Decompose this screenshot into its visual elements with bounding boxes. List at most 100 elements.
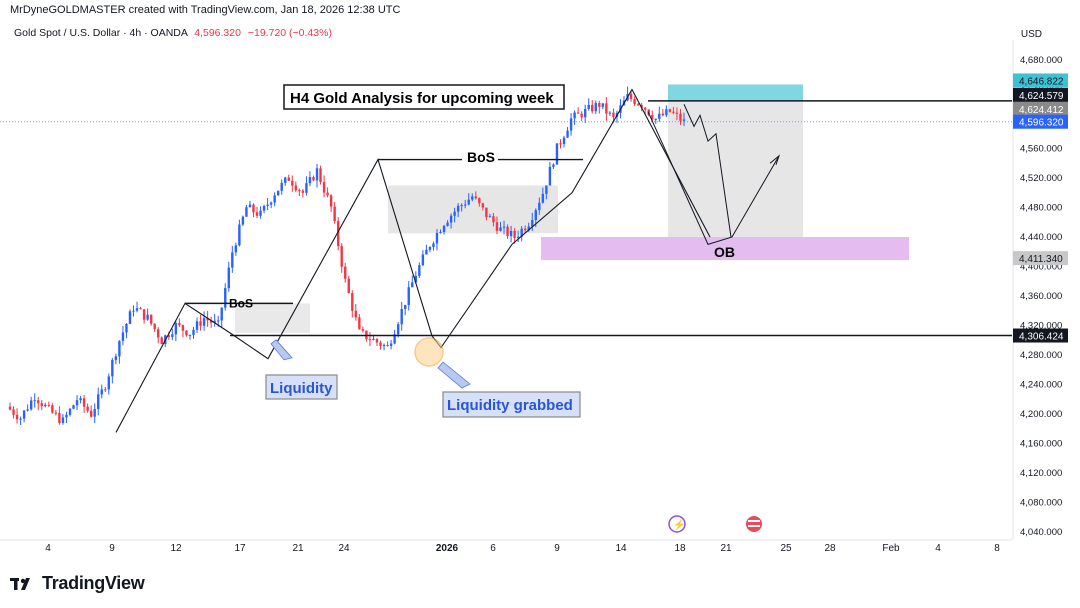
candle-body xyxy=(587,104,590,109)
y-tick-label: 4,440.000 xyxy=(1020,232,1062,243)
candle-body xyxy=(569,118,573,131)
x-tick-label: 25 xyxy=(780,543,792,554)
candle-body xyxy=(61,417,65,423)
candle-body xyxy=(58,413,61,423)
candle-body xyxy=(33,400,36,402)
candle-body xyxy=(344,266,347,279)
candle-body xyxy=(241,216,245,225)
candle-body xyxy=(135,308,139,311)
grey-zones-layer xyxy=(235,84,909,333)
symbol-row[interactable]: Gold Spot / U.S. Dollar · 4h · OANDA 4,5… xyxy=(14,27,332,39)
lightning-glyph: ⚡ xyxy=(673,518,685,531)
annotations-layer: H4 Gold Analysis for upcoming week BoS BoS… xyxy=(229,84,762,533)
y-tick-label: 4,480.000 xyxy=(1020,203,1062,214)
candle-body xyxy=(79,398,82,401)
candle-body xyxy=(375,339,379,343)
symbol-name[interactable]: Gold Spot / U.S. Dollar · 4h · OANDA xyxy=(14,27,188,39)
candle-body xyxy=(29,400,33,410)
candle-body xyxy=(312,177,315,181)
candle-body xyxy=(411,282,414,288)
liquidity-grabbed-label: Liquidity grabbed xyxy=(447,397,573,414)
candle-body xyxy=(368,339,372,341)
candle-body xyxy=(460,205,463,207)
candle-body xyxy=(181,325,185,331)
projection-line xyxy=(647,111,780,245)
candle-body xyxy=(372,339,375,341)
candle-body xyxy=(661,113,665,116)
candle-body xyxy=(171,334,174,337)
candle-body xyxy=(273,195,276,203)
candle-body xyxy=(153,323,156,330)
y-tick-label: 4,400.000 xyxy=(1020,262,1062,273)
candle-body xyxy=(213,320,216,323)
candle-body xyxy=(238,224,241,246)
candle-body xyxy=(44,404,47,407)
candle-body xyxy=(227,267,230,289)
candle-body xyxy=(651,114,654,120)
candle-body xyxy=(502,226,506,228)
candle-body xyxy=(248,204,252,208)
candle-body xyxy=(284,177,287,183)
price-badge-bg xyxy=(1013,101,1068,116)
candle-body xyxy=(185,330,188,336)
candle-body xyxy=(488,216,492,218)
liquidity-box xyxy=(265,374,338,400)
price-badge-label: 4,646.822 xyxy=(1019,76,1064,87)
candle-body xyxy=(485,207,488,218)
candle-body xyxy=(22,410,26,419)
candle-body xyxy=(54,412,58,414)
candle-body xyxy=(301,190,305,193)
candle-body xyxy=(347,278,350,294)
price-badge: 4,596.320 xyxy=(1013,114,1068,129)
tradingview-logo[interactable]: TradingView xyxy=(10,573,145,594)
candle-body xyxy=(72,405,75,409)
candle-body xyxy=(100,389,103,395)
x-tick-label: 2026 xyxy=(436,543,459,554)
candle-body xyxy=(326,192,329,196)
candle-body xyxy=(199,321,202,326)
candle-body xyxy=(220,307,223,321)
candle-body xyxy=(516,236,520,238)
candle-body xyxy=(531,219,534,227)
price-badge-label: 4,306.424 xyxy=(1019,332,1064,343)
x-tick-label: 9 xyxy=(554,543,560,554)
analysis-title-box: H4 Gold Analysis for upcoming week xyxy=(283,84,565,110)
grey-zone xyxy=(388,185,558,234)
candle-body xyxy=(421,254,425,266)
x-tick-label: 12 xyxy=(170,543,182,554)
candle-body xyxy=(125,323,128,333)
tradingview-logo-text: TradingView xyxy=(42,573,145,593)
candle-body xyxy=(552,164,555,167)
candle-body xyxy=(654,118,657,120)
y-tick-label: 4,040.000 xyxy=(1020,527,1062,538)
y-tick-label: 4,320.000 xyxy=(1020,321,1062,332)
candle-body xyxy=(594,103,597,112)
candle-body xyxy=(555,143,559,165)
candle-body xyxy=(591,104,594,112)
candle-body xyxy=(209,320,213,323)
candle-body xyxy=(75,400,79,406)
candle-body xyxy=(541,193,545,203)
candle-body xyxy=(298,190,301,192)
x-axis: 4 9 12 17 21 24 2026 6 9 14 18 21 25 28 Feb 4 8 xyxy=(0,539,1012,554)
candle-body xyxy=(329,195,333,207)
flag-stripe xyxy=(748,520,760,522)
candle-body xyxy=(333,206,336,222)
candle-body xyxy=(534,210,537,220)
liquidity-grab-circle xyxy=(414,337,444,367)
candle-body xyxy=(573,112,576,119)
candle-body xyxy=(400,308,403,325)
candle-body xyxy=(382,345,386,347)
candle-body xyxy=(305,183,308,193)
candle-body xyxy=(146,314,149,320)
candle-body xyxy=(464,204,467,206)
candle-body xyxy=(509,230,513,237)
candle-body xyxy=(252,204,255,213)
structure-lines-layer xyxy=(115,88,781,433)
candle-body xyxy=(598,103,601,107)
candle-body xyxy=(396,324,400,335)
price-change-value: −19.720 (−0.43%) xyxy=(247,27,332,39)
candle-body xyxy=(386,345,389,347)
candle-body xyxy=(389,343,393,346)
